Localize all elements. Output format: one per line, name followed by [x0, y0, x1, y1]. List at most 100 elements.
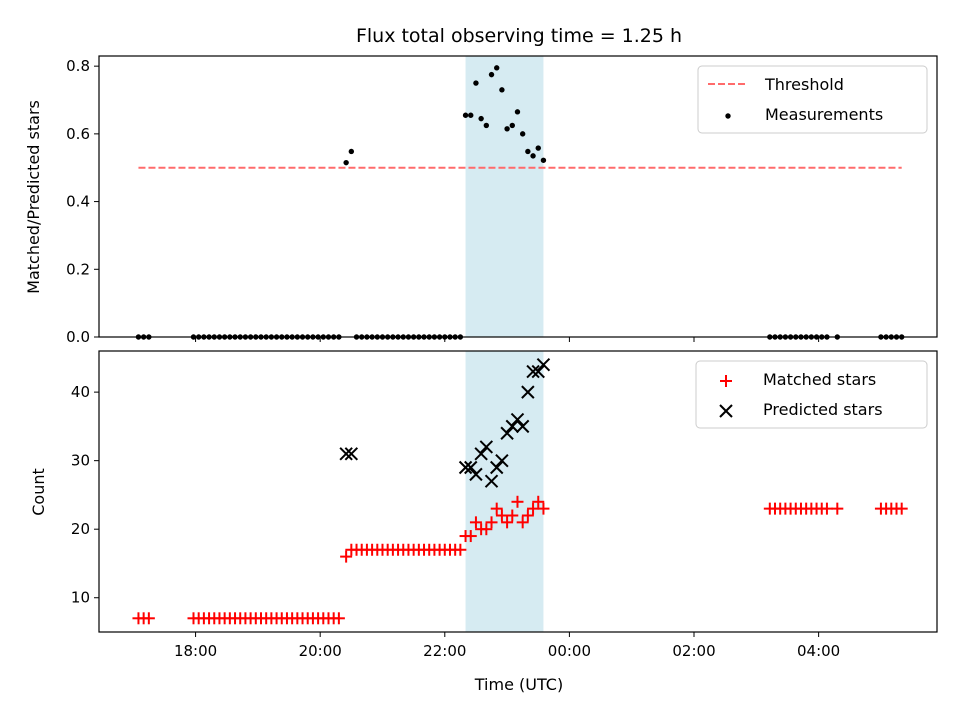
bottom-panel-frame [98, 350, 938, 633]
bottom-legend: Matched stars Predicted stars [695, 360, 928, 429]
matched-star-point [332, 612, 345, 625]
predicted-star-point [490, 460, 504, 475]
y-tick-label: 10 [71, 589, 90, 607]
measurement-point [509, 122, 515, 129]
measurement-point [535, 145, 541, 151]
predicted-star-point [495, 453, 509, 468]
matched-star-point [454, 543, 467, 556]
measurement-point [462, 112, 469, 118]
legend-matched-swatch [720, 375, 732, 387]
top-panel-marks [135, 65, 905, 340]
matched-star-point [820, 502, 833, 515]
x-axis-label: Time (UTC) [474, 675, 563, 694]
predicted-star-point [474, 447, 488, 461]
y-tick-label: 0.8 [66, 57, 90, 75]
measurement-point [488, 71, 495, 78]
top-y-axis-label: Matched/Predicted stars [24, 100, 43, 294]
y-tick-label: 0.6 [66, 125, 90, 143]
x-tick-label: 22:00 [423, 642, 466, 660]
top-legend-box [697, 65, 928, 134]
matched-star-point [495, 509, 508, 522]
y-tick-label: 20 [71, 520, 90, 538]
x-tick-label: 20:00 [299, 642, 342, 660]
matched-star-point [480, 523, 493, 536]
measurement-point [530, 153, 536, 159]
legend-measurements-label: Measurements [765, 105, 883, 124]
x-tick-label: 18:00 [174, 642, 217, 660]
measurement-point [514, 109, 521, 115]
measurement-point [343, 159, 349, 166]
measurement-point [504, 126, 510, 132]
predicted-star-point [458, 460, 473, 475]
matched-star-point [485, 516, 498, 529]
top-y-axis: 0.0 0.2 0.4 0.6 0.8 [66, 57, 99, 346]
measurement-point [540, 157, 547, 163]
y-tick-label: 30 [71, 452, 90, 470]
matched-star-point [511, 495, 524, 508]
bottom-panel-marks [132, 358, 908, 625]
measurement-point [483, 122, 490, 129]
predicted-star-point [344, 447, 359, 461]
bottom-y-axis: 10 20 30 40 [71, 383, 99, 607]
predicted-star-point [464, 460, 478, 475]
predicted-star-point [500, 426, 514, 440]
matched-star-point [490, 502, 503, 515]
measurement-point [348, 148, 355, 155]
predicted-star-point [510, 412, 525, 427]
matched-star-point [527, 502, 540, 515]
x-tick-label: 04:00 [797, 642, 840, 660]
legend-threshold-label: Threshold [764, 75, 844, 94]
predicted-star-point [469, 467, 483, 482]
matched-star-point [142, 612, 155, 625]
predicted-star-point [521, 385, 535, 399]
highlight-span-rect [465, 351, 544, 632]
bottom-y-axis-label: Count [29, 468, 48, 516]
matched-star-point [464, 530, 477, 543]
predicted-star-point [505, 419, 519, 434]
measurement-point [499, 87, 505, 93]
legend-matched-label: Matched stars [763, 370, 876, 389]
measurement-point [473, 80, 479, 86]
matched-star-point [506, 509, 519, 522]
predicted-star-point [526, 364, 540, 379]
matched-star-point [532, 495, 545, 508]
matched-star-point [501, 516, 514, 529]
top-highlight-span [465, 56, 544, 337]
top-legend: Threshold Measurements [697, 65, 928, 134]
chart-title: Flux total observing time = 1.25 h [356, 25, 682, 47]
predicted-star-point [484, 474, 499, 488]
matched-star-point [469, 516, 482, 529]
matched-star-point [521, 509, 534, 522]
legend-predicted-swatch [719, 404, 733, 418]
predicted-star-point [339, 447, 353, 461]
top-x-tick-marks [195, 337, 820, 342]
measurement-point [519, 131, 526, 137]
legend-predicted-label: Predicted stars [763, 400, 883, 419]
measurement-point [478, 115, 484, 122]
legend-measurements-swatch [725, 113, 731, 119]
y-tick-label: 40 [71, 383, 90, 401]
bottom-legend-box [695, 360, 928, 429]
bottom-highlight-span [465, 351, 544, 632]
predicted-star-point [531, 364, 545, 379]
top-panel-frame [98, 55, 938, 338]
y-tick-label: 0.4 [66, 193, 90, 211]
measurement-point [468, 112, 474, 118]
x-axis: 18:00 20:00 22:00 00:00 02:00 04:00 [174, 632, 840, 660]
x-tick-label: 02:00 [672, 642, 715, 660]
highlight-span-rect [465, 56, 544, 337]
predicted-star-point [536, 358, 551, 372]
matched-star-point [340, 550, 353, 563]
matched-star-point [895, 502, 908, 515]
predicted-star-point [515, 419, 530, 434]
measurement-point [525, 148, 531, 155]
matched-star-point [537, 502, 550, 515]
top-panel: 0.00.20.40.60.8 Matched/Predicted stars … [24, 55, 938, 346]
y-tick-label: 0.2 [66, 260, 90, 278]
x-tick-label: 00:00 [548, 642, 591, 660]
y-tick-label: 0.0 [66, 328, 90, 346]
matched-star-point [831, 502, 844, 515]
predicted-star-point [479, 440, 494, 454]
